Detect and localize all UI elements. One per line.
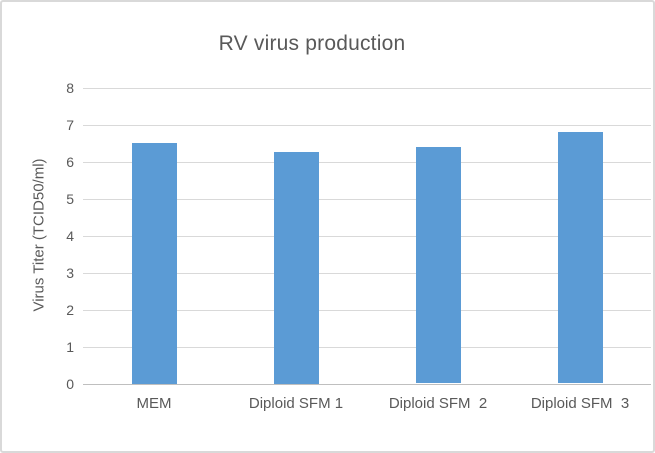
y-tick-label: 2 [66, 301, 74, 318]
bar-4 [557, 131, 603, 384]
gridline [83, 198, 651, 200]
x-category-label: Diploid SFM 2 [388, 395, 488, 412]
y-tick-label: 7 [66, 116, 74, 133]
gridline [83, 272, 651, 274]
y-tick-label: 6 [66, 153, 74, 170]
gridline [83, 124, 651, 126]
y-tick-label: 4 [66, 227, 74, 244]
gridline [83, 235, 651, 237]
y-tick-label: 8 [66, 79, 74, 96]
y-tick-label: 5 [66, 190, 74, 207]
bar-3 [415, 146, 461, 384]
y-tick-label: 1 [66, 338, 74, 355]
chart-title: RV virus production [218, 32, 406, 55]
gridline [83, 161, 651, 163]
gridline [83, 346, 651, 348]
gridline [83, 309, 651, 311]
gridline [83, 87, 651, 89]
y-tick-label: 3 [66, 264, 74, 281]
x-category-label: MEM [136, 395, 172, 412]
bar-1 [131, 143, 177, 384]
y-tick-label: 0 [66, 375, 74, 392]
bar-2 [273, 152, 319, 384]
x-axis-line [83, 383, 651, 385]
x-category-label: Diploid SFM 1 [248, 395, 344, 412]
x-category-label: Diploid SFM 3 [530, 395, 630, 412]
